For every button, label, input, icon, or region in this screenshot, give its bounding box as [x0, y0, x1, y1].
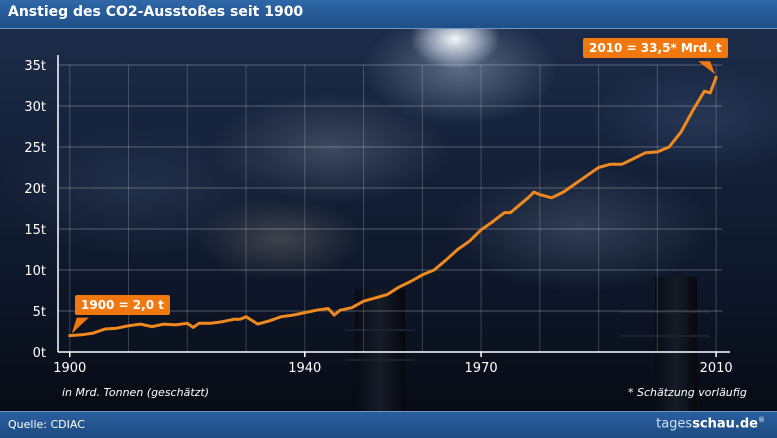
y-tick-label: 10t: [24, 264, 46, 279]
title-bar: Anstieg des CO2-Ausstoßes seit 1900: [0, 0, 777, 29]
brand-logo: tagesschau.de®: [656, 416, 765, 431]
x-tick-label: 1970: [465, 361, 498, 376]
y-tick-label: 5t: [33, 305, 46, 320]
chimney-left: [355, 289, 405, 411]
brand-logo-part: schau.de: [692, 416, 758, 432]
callout-end-pointer: [698, 61, 716, 75]
chimney-right-rail: [620, 311, 710, 313]
callout-start-pointer: [71, 317, 89, 334]
chimney-right: [655, 277, 697, 411]
unit-note: in Mrd. Tonnen (geschätzt): [62, 386, 210, 399]
chimney-right-rail: [620, 335, 710, 337]
y-tick-label: 25t: [24, 141, 46, 156]
x-tick-label: 1940: [288, 361, 321, 376]
chimney-left-rail: [345, 359, 415, 361]
x-tick-label: 1900: [53, 361, 86, 376]
smoke-sky-background: [0, 29, 777, 411]
brand-registered-mark: ®: [758, 416, 765, 424]
y-tick-label: 30t: [24, 100, 46, 115]
callout-end-value: 2010 = 33,5* Mrd. t: [583, 38, 728, 58]
brand-logo-part: tages: [656, 416, 693, 432]
y-tick-label: 35t: [24, 59, 46, 74]
source-label: Quelle: CDIAC: [8, 418, 85, 431]
y-tick-label: 20t: [24, 182, 46, 197]
x-tick-label: 2010: [700, 361, 733, 376]
footer-bar: Quelle: CDIAC tagesschau.de®: [0, 411, 777, 438]
series-line-co2: [68, 75, 718, 338]
y-tick-label: 0t: [33, 346, 46, 361]
chart-title: Anstieg des CO2-Ausstoßes seit 1900: [8, 4, 304, 20]
y-tick-label: 15t: [24, 223, 46, 238]
callout-start-value: 1900 = 2,0 t: [75, 295, 170, 315]
chimney-left-rail: [345, 329, 415, 331]
estimate-footnote: * Schätzung vorläufig: [628, 386, 747, 399]
